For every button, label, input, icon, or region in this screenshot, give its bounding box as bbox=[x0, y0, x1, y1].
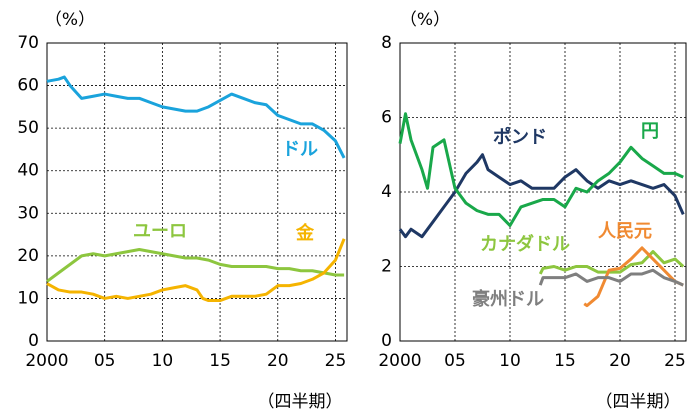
x-tick-label: 25 bbox=[664, 351, 686, 371]
y-unit: （%） bbox=[400, 10, 450, 30]
y-tick-label: 10 bbox=[17, 288, 39, 308]
series-label: 円 bbox=[641, 121, 659, 142]
series-line bbox=[46, 238, 346, 303]
series-line bbox=[398, 153, 685, 239]
y-unit: （%） bbox=[45, 10, 95, 30]
y-tick-label: 6 bbox=[381, 108, 392, 128]
y-tick-label: 4 bbox=[381, 182, 392, 202]
x-tick-label: 25 bbox=[325, 351, 347, 371]
series-line bbox=[583, 246, 684, 308]
series-line bbox=[46, 247, 345, 283]
x-tick-label: 20 bbox=[609, 351, 631, 371]
y-tick-label: 20 bbox=[17, 246, 39, 266]
series-label: ユーロ bbox=[133, 221, 187, 242]
x-tick-label: 2000 bbox=[25, 351, 68, 371]
y-tick-label: 2 bbox=[381, 257, 392, 277]
plot-frame bbox=[399, 42, 687, 342]
y-tick-label: 30 bbox=[17, 203, 39, 223]
x-tick-label: 2000 bbox=[378, 351, 421, 371]
series-label: ドル bbox=[282, 139, 318, 160]
x-tick-label: 10 bbox=[152, 351, 174, 371]
y-tick-label: 8 bbox=[381, 33, 392, 53]
x-tick-label: 05 bbox=[94, 351, 116, 371]
y-tick-label: 60 bbox=[17, 76, 39, 96]
series-label: 人民元 bbox=[598, 221, 652, 242]
series-line bbox=[46, 75, 346, 159]
y-tick-label: 40 bbox=[17, 161, 39, 181]
y-tick-label: 0 bbox=[28, 331, 39, 351]
series-label: ポンド bbox=[493, 126, 547, 148]
x-tick-label: 05 bbox=[444, 351, 466, 371]
x-tick-label: 15 bbox=[209, 351, 231, 371]
plot-frame bbox=[46, 42, 348, 342]
series-label: 金 bbox=[295, 222, 315, 244]
x-tick-label: 15 bbox=[554, 351, 576, 371]
x-axis-label: （四半期） bbox=[596, 392, 681, 412]
series-label: カナダドル bbox=[480, 233, 570, 255]
series-line bbox=[538, 268, 684, 287]
x-axis-label: （四半期） bbox=[258, 392, 343, 412]
x-tick-label: 20 bbox=[267, 351, 289, 371]
y-tick-label: 70 bbox=[17, 33, 39, 53]
y-tick-label: 0 bbox=[381, 331, 392, 351]
x-tick-label: 10 bbox=[499, 351, 521, 371]
series-line bbox=[398, 112, 684, 228]
y-tick-label: 50 bbox=[17, 118, 39, 138]
series-label: 豪州ドル bbox=[472, 288, 544, 310]
